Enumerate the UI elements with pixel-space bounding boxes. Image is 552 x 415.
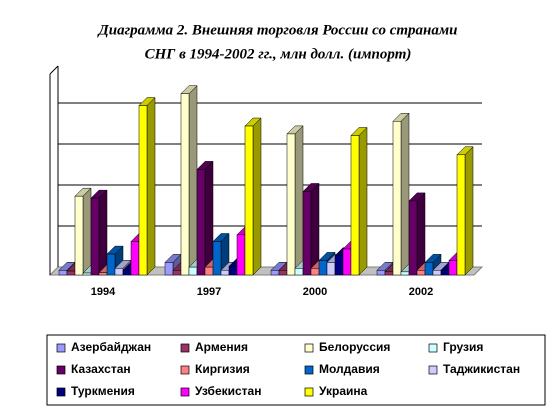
- bar: [220, 270, 230, 276]
- legend-label: Туркмения: [71, 384, 135, 398]
- bar-side: [188, 85, 198, 276]
- bar: [98, 272, 108, 276]
- chart-title: Диаграмма 2. Внешняя торговля России со …: [96, 22, 457, 38]
- bar: [228, 266, 238, 276]
- bar-side: [98, 189, 108, 276]
- bar: [342, 248, 352, 276]
- legend-label: Грузия: [443, 340, 483, 354]
- bar: [212, 241, 222, 276]
- bar: [310, 268, 320, 276]
- bar: [196, 169, 206, 276]
- bar: [82, 272, 92, 276]
- bar-side: [82, 187, 92, 276]
- bar: [318, 260, 328, 276]
- legend-label: Таджикистан: [443, 362, 520, 376]
- chart-title: СНГ в 1994-2002 гг., млн долл. (импорт): [145, 46, 412, 62]
- bar: [180, 93, 190, 276]
- x-tick-label: 2002: [409, 286, 433, 298]
- legend-label: Казахстан: [71, 362, 131, 376]
- bar-side: [294, 125, 304, 276]
- legend-swatch: [304, 343, 314, 353]
- legend-label: Азербайджан: [71, 340, 151, 354]
- bar: [294, 268, 304, 276]
- legend-box: [46, 334, 546, 406]
- bar-side: [146, 96, 156, 276]
- bar: [138, 105, 148, 276]
- legend-label: Армения: [195, 340, 248, 354]
- x-tick-label: 1994: [91, 286, 116, 298]
- legend-label: Киргизия: [195, 362, 250, 376]
- bar: [440, 270, 450, 276]
- bar: [302, 191, 312, 276]
- legend-swatch: [304, 387, 314, 397]
- bar: [188, 266, 198, 276]
- bar-side: [400, 112, 410, 276]
- legend-swatch: [56, 365, 66, 375]
- legend-swatch: [180, 365, 190, 375]
- legend-swatch: [56, 387, 66, 397]
- bar: [286, 133, 296, 276]
- bar: [172, 270, 182, 276]
- legend-swatch: [304, 365, 314, 375]
- bar: [164, 262, 174, 276]
- bar: [400, 271, 410, 276]
- legend-swatch: [56, 343, 66, 353]
- bar: [376, 270, 386, 276]
- bar: [384, 271, 394, 276]
- legend-swatch: [180, 387, 190, 397]
- bar: [270, 270, 280, 276]
- x-tick-label: 1997: [197, 286, 221, 298]
- bar: [448, 260, 458, 276]
- legend-label: Украина: [319, 384, 368, 398]
- bar: [416, 270, 426, 276]
- bar: [456, 154, 466, 276]
- bar-side: [416, 192, 426, 276]
- bar-side: [464, 146, 474, 276]
- bar: [392, 121, 402, 276]
- bar: [326, 262, 336, 276]
- legend-swatch: [428, 343, 438, 353]
- bar-side: [358, 126, 368, 276]
- bar: [74, 195, 84, 276]
- legend-swatch: [428, 365, 438, 375]
- bar-side: [204, 160, 214, 276]
- bar: [66, 270, 76, 276]
- legend-label: Молдавия: [319, 362, 380, 376]
- legend-label: Узбекистан: [195, 384, 261, 398]
- bar: [278, 270, 288, 276]
- bar: [122, 270, 132, 276]
- bar: [58, 270, 68, 276]
- legend-label: Белоруссия: [319, 340, 390, 354]
- x-tick-label: 2000: [303, 286, 327, 298]
- bar: [350, 135, 360, 276]
- bar: [90, 197, 100, 276]
- legend-swatch: [180, 343, 190, 353]
- bar: [204, 266, 214, 276]
- bar: [334, 255, 344, 276]
- bar: [114, 268, 124, 276]
- bar: [432, 270, 442, 276]
- bar: [106, 253, 116, 276]
- bar: [236, 234, 246, 276]
- bar: [424, 262, 434, 276]
- bar-side: [252, 117, 262, 276]
- bar: [244, 125, 254, 276]
- bar: [130, 241, 140, 276]
- bar: [408, 200, 418, 276]
